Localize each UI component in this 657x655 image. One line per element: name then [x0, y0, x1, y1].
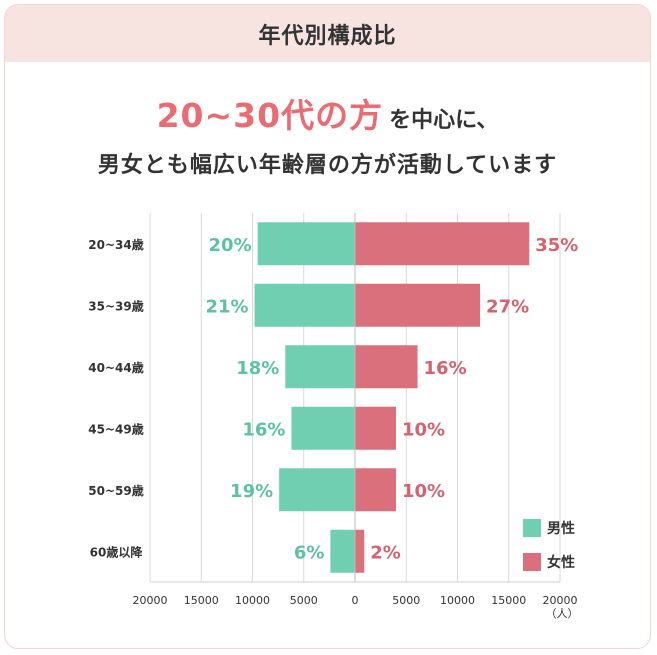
category-label: 20~34歳: [88, 237, 143, 252]
data-label-male: 18%: [236, 358, 279, 379]
x-tick-label: 15000: [184, 594, 219, 607]
bar-male: [254, 283, 355, 327]
bar-female: [355, 406, 396, 450]
data-label-male: 21%: [205, 296, 248, 317]
data-label-female: 35%: [535, 235, 578, 256]
bar-male: [279, 468, 355, 512]
bar-male: [285, 345, 355, 389]
section-header: 年代別構成比: [5, 5, 650, 62]
x-tick-label: 20000: [133, 594, 168, 607]
x-axis-unit: （人）: [546, 607, 579, 620]
category-label: 45~49歳: [88, 421, 143, 436]
data-label-female: 10%: [402, 481, 445, 502]
data-label-male: 6%: [294, 542, 325, 563]
headline-line-1: 20~30代の方 を中心に、: [5, 89, 650, 137]
legend-swatch-male: [523, 519, 541, 537]
data-label-male: 20%: [209, 235, 252, 256]
headline-line-2: 男女とも幅広い年齢層の方が活動しています: [97, 153, 558, 178]
legend-label-male: 男性: [547, 520, 575, 537]
bar-female: [355, 468, 396, 512]
data-label-male: 16%: [242, 419, 285, 440]
data-label-female: 16%: [424, 358, 467, 379]
bar-male: [330, 529, 355, 573]
headline-highlight: 20~30代の方: [156, 96, 384, 135]
legend-swatch-female: [523, 553, 541, 571]
x-tick-label: 5000: [290, 594, 318, 607]
x-tick-label: 20000: [543, 594, 578, 607]
category-label: 35~39歳: [88, 298, 143, 313]
x-tick-label: 5000: [392, 594, 420, 607]
section-title: 年代別構成比: [258, 23, 397, 49]
category-label: 40~44歳: [88, 360, 143, 375]
headline-rest: を中心に、: [389, 108, 499, 133]
data-label-female: 2%: [370, 542, 401, 563]
legend-label-female: 女性: [547, 554, 575, 571]
x-tick-label: 15000: [491, 594, 526, 607]
x-tick-label: 0: [352, 594, 359, 607]
data-label-female: 27%: [486, 296, 529, 317]
x-tick-label: 10000: [235, 594, 270, 607]
bar-female: [355, 529, 365, 573]
bar-male: [257, 222, 355, 266]
category-label: 60歳以降: [90, 544, 144, 559]
bar-female: [355, 222, 530, 266]
bar-male: [291, 406, 355, 450]
bar-female: [355, 345, 418, 389]
data-label-male: 19%: [230, 481, 273, 502]
category-label: 50~59歳: [88, 483, 143, 498]
bar-female: [355, 283, 481, 327]
data-label-female: 10%: [402, 419, 445, 440]
chart-card: 年代別構成比 20~30代の方 を中心に、 男女とも幅広い年齢層の方が活動していま…: [4, 4, 651, 649]
x-tick-label: 10000: [440, 594, 475, 607]
